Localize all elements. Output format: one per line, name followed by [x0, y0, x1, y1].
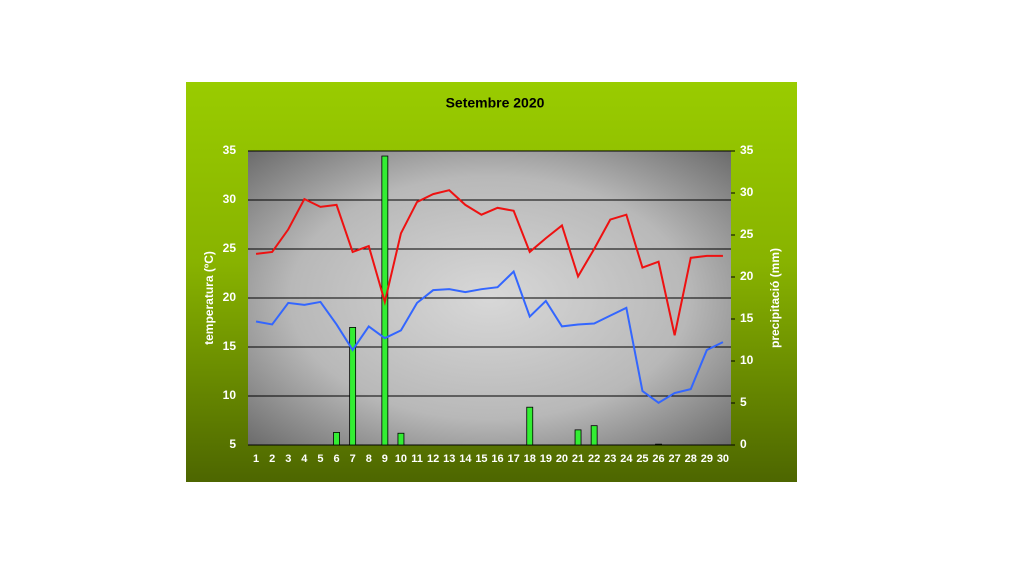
bar [397, 432, 405, 446]
x-tick-label: 19 [540, 453, 552, 465]
bar [655, 443, 662, 446]
y2-tick-label: 20 [740, 269, 754, 283]
x-tick-label: 10 [395, 453, 407, 465]
x-tick-label: 22 [588, 453, 600, 465]
y2-tick-label: 25 [740, 227, 754, 241]
x-tick-label: 20 [556, 453, 568, 465]
x-tick-label: 30 [717, 453, 729, 465]
bar [349, 326, 357, 446]
y2-tick-label: 0 [740, 437, 747, 451]
y2-tick-label: 5 [740, 395, 747, 409]
y2-axis-label: precipitació (mm) [768, 248, 782, 348]
y2-tick-label: 15 [740, 311, 754, 325]
x-tick-label: 27 [669, 453, 681, 465]
y-axis-label: temperatura (ºC) [202, 251, 216, 345]
y-tick-label: 35 [223, 143, 237, 157]
bar [574, 429, 582, 446]
x-tick-label: 6 [333, 453, 339, 465]
y-tick-label: 10 [223, 388, 237, 402]
x-tick-label: 17 [508, 453, 520, 465]
y2-tick-label: 35 [740, 143, 754, 157]
x-tick-label: 29 [701, 453, 713, 465]
x-tick-label: 12 [427, 453, 439, 465]
x-tick-label: 14 [459, 453, 472, 465]
x-tick-label: 4 [301, 453, 308, 465]
y-tick-label: 20 [223, 290, 237, 304]
x-tick-label: 23 [604, 453, 616, 465]
x-tick-label: 7 [350, 453, 356, 465]
y-tick-label: 30 [223, 192, 237, 206]
x-tick-label: 2 [269, 453, 275, 465]
bar [526, 406, 534, 446]
y-tick-label: 5 [229, 437, 236, 451]
x-tick-label: 8 [366, 453, 372, 465]
line [255, 189, 723, 336]
y-tick-label: 15 [223, 339, 237, 353]
chart-title: Setembre 2020 [446, 95, 545, 111]
x-tick-label: 3 [285, 453, 291, 465]
y2-tick-label: 30 [740, 185, 754, 199]
line [255, 269, 724, 405]
x-tick-label: 18 [524, 453, 536, 465]
bar [333, 431, 340, 446]
x-tick-label: 25 [636, 453, 648, 465]
x-tick-label: 26 [652, 453, 664, 465]
x-tick-label: 24 [620, 453, 633, 465]
y2-tick-label: 10 [740, 353, 754, 367]
x-tick-label: 1 [253, 453, 259, 465]
x-tick-label: 9 [382, 453, 388, 465]
x-tick-label: 5 [317, 453, 323, 465]
bar [590, 425, 598, 446]
x-tick-label: 11 [411, 453, 423, 465]
x-tick-label: 15 [475, 453, 487, 465]
x-tick-label: 13 [443, 453, 455, 465]
x-tick-label: 21 [572, 453, 584, 465]
y-tick-label: 25 [223, 241, 237, 255]
x-tick-label: 16 [491, 453, 503, 465]
x-tick-label: 28 [685, 453, 697, 465]
